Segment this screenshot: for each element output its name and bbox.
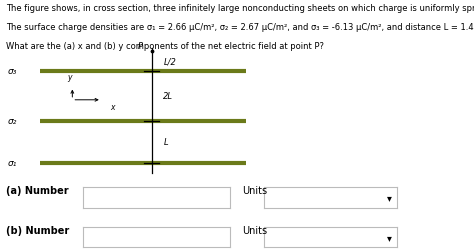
Text: P: P bbox=[138, 42, 143, 51]
Text: The figure shows, in cross section, three infinitely large nonconducting sheets : The figure shows, in cross section, thre… bbox=[6, 4, 474, 13]
Text: 2L: 2L bbox=[164, 92, 173, 101]
Text: x: x bbox=[110, 103, 115, 112]
Text: L/2: L/2 bbox=[164, 57, 176, 66]
Text: y: y bbox=[67, 73, 72, 82]
Text: The surface charge densities are σ₁ = 2.66 μC/m², σ₂ = 2.67 μC/m², and σ₃ = -6.1: The surface charge densities are σ₁ = 2.… bbox=[6, 23, 474, 32]
Text: ▾: ▾ bbox=[387, 193, 392, 203]
Text: L: L bbox=[164, 138, 168, 147]
Text: What are the (a) x and (b) y components of the net electric field at point P?: What are the (a) x and (b) y components … bbox=[6, 42, 324, 51]
Text: σ₂: σ₂ bbox=[8, 117, 17, 126]
Text: (b) Number: (b) Number bbox=[6, 226, 69, 236]
Text: (a) Number: (a) Number bbox=[6, 185, 69, 195]
Text: Units: Units bbox=[242, 185, 267, 195]
Text: ▾: ▾ bbox=[387, 232, 392, 242]
Text: Units: Units bbox=[242, 226, 267, 236]
Text: σ₃: σ₃ bbox=[8, 67, 17, 76]
Text: σ₁: σ₁ bbox=[8, 159, 17, 168]
